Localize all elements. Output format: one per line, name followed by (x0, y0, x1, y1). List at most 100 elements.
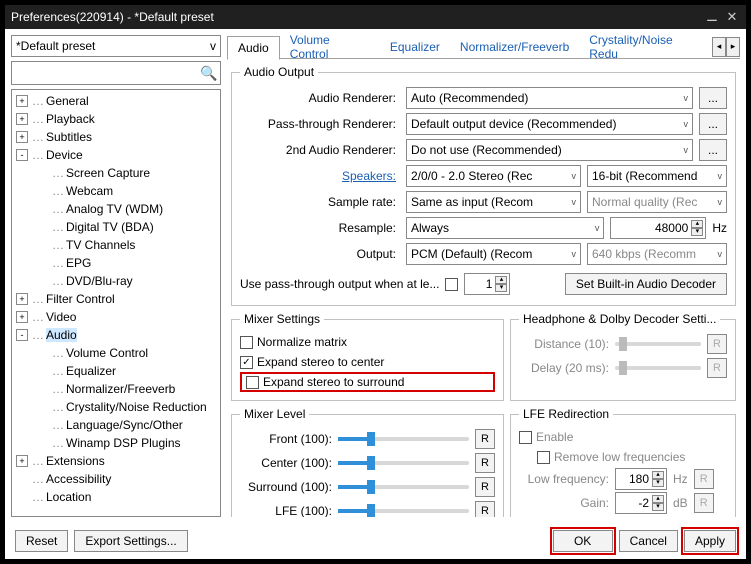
tree-item[interactable]: …Digital TV (BDA) (12, 218, 220, 236)
tree-item[interactable]: …Winamp DSP Plugins (12, 434, 220, 452)
ok-button[interactable]: OK (553, 530, 613, 552)
lowfreq-input[interactable]: 180▴▾ (615, 468, 667, 490)
right-pane: AudioVolume ControlEqualizerNormalizer/F… (227, 35, 740, 517)
tab-scroll-left[interactable]: ◂ (712, 37, 726, 57)
resample-unit: Hz (712, 221, 727, 235)
tree-item[interactable]: …Volume Control (12, 344, 220, 362)
tree-item[interactable]: +…General (12, 92, 220, 110)
passthru-more-button[interactable]: ... (699, 113, 727, 135)
tab-scroll-right[interactable]: ▸ (726, 37, 740, 57)
mixer-slider[interactable] (338, 509, 469, 513)
expand-center-checkbox[interactable]: ✓Expand stereo to center (240, 352, 495, 372)
distance-slider (615, 342, 701, 346)
renderer2-more-button[interactable]: ... (699, 139, 727, 161)
tab[interactable]: Normalizer/Freeverb (450, 35, 579, 59)
label-samplerate: Sample rate: (240, 195, 400, 209)
chevron-down-icon: v (210, 39, 216, 53)
tree-item[interactable]: +…Video (12, 308, 220, 326)
lfe-enable-checkbox[interactable]: Enable (519, 427, 727, 447)
tree-item[interactable]: …Location (12, 488, 220, 506)
search-input[interactable] (12, 63, 198, 83)
expand-surround-checkbox[interactable]: Expand stereo to surround (240, 372, 495, 392)
passthrough-count-input[interactable]: 1▴▾ (464, 273, 510, 295)
tree-item[interactable]: …Analog TV (WDM) (12, 200, 220, 218)
set-builtin-decoder-button[interactable]: Set Built-in Audio Decoder (565, 273, 727, 295)
normalize-matrix-checkbox[interactable]: Normalize matrix (240, 332, 495, 352)
select-resample[interactable]: Alwaysv (406, 217, 604, 239)
delay-label: Delay (20 ms): (519, 361, 609, 375)
lowfreq-label: Low frequency: (519, 472, 609, 486)
renderer-more-button[interactable]: ... (699, 87, 727, 109)
export-button[interactable]: Export Settings... (74, 530, 187, 552)
select-speakers[interactable]: 2/0/0 - 2.0 Stereo (Recv (406, 165, 581, 187)
tab[interactable]: Equalizer (380, 35, 450, 59)
search-icon: 🔍 (198, 65, 220, 82)
tree-item[interactable]: …Accessibility (12, 470, 220, 488)
tree-item[interactable]: +…Filter Control (12, 290, 220, 308)
tab[interactable]: Crystality/Noise Redu (579, 35, 712, 59)
close-icon[interactable]: ✕ (724, 9, 740, 25)
select-passthru[interactable]: Default output device (Recommended)v (406, 113, 693, 135)
tree-item[interactable]: -…Audio (12, 326, 220, 344)
tree-item[interactable]: …Crystality/Noise Reduction (12, 398, 220, 416)
tree-item[interactable]: …Screen Capture (12, 164, 220, 182)
mixer-reset-button[interactable]: R (475, 429, 495, 449)
passthrough-label: Use pass-through output when at le... (240, 277, 439, 291)
mixer-slider[interactable] (338, 437, 469, 441)
titlebar: Preferences(220914) - *Default preset ⚊ … (5, 5, 746, 29)
mixer-level-group: Mixer Level Front (100):RCenter (100):RS… (231, 407, 504, 517)
mixer-reset-button[interactable]: R (475, 477, 495, 497)
reset-button[interactable]: Reset (15, 530, 68, 552)
tree-item[interactable]: …Language/Sync/Other (12, 416, 220, 434)
label-output: Output: (240, 247, 400, 261)
tree-item[interactable]: +…Extensions (12, 452, 220, 470)
select-bitrate: 640 kbps (Recommv (587, 243, 727, 265)
label-resample: Resample: (240, 221, 400, 235)
category-tree[interactable]: +…General+…Playback+…Subtitles-…Device…S… (11, 89, 221, 517)
tree-item[interactable]: …EPG (12, 254, 220, 272)
tree-item[interactable]: …DVD/Blu-ray (12, 272, 220, 290)
tree-item[interactable]: -…Device (12, 146, 220, 164)
mixer-slider[interactable] (338, 461, 469, 465)
preset-value: *Default preset (16, 39, 95, 53)
tree-item[interactable]: +…Subtitles (12, 128, 220, 146)
lfe-remove-checkbox[interactable]: Remove low frequencies (519, 447, 727, 467)
tab[interactable]: Audio (227, 36, 280, 60)
audio-output-group: Audio Output Audio Renderer: Auto (Recom… (231, 65, 736, 306)
select-renderer2[interactable]: Do not use (Recommended)v (406, 139, 693, 161)
select-output[interactable]: PCM (Default) (Recomv (406, 243, 581, 265)
lowfreq-unit: Hz (673, 472, 688, 486)
label-renderer: Audio Renderer: (240, 91, 400, 105)
lfe-group: LFE Redirection Enable Remove low freque… (510, 407, 736, 517)
pin-icon[interactable]: ⚊ (704, 9, 720, 25)
select-samplerate[interactable]: Same as input (Recomv (406, 191, 581, 213)
cancel-button[interactable]: Cancel (619, 530, 678, 552)
select-renderer[interactable]: Auto (Recommended)v (406, 87, 693, 109)
tree-item[interactable]: …Equalizer (12, 362, 220, 380)
mixer-settings-group: Mixer Settings Normalize matrix ✓Expand … (231, 312, 504, 401)
search-box[interactable]: 🔍 (11, 61, 221, 85)
passthrough-checkbox[interactable] (445, 278, 458, 291)
preset-select[interactable]: *Default preset v (11, 35, 221, 57)
tree-item[interactable]: +…Playback (12, 110, 220, 128)
label-speakers: Speakers: (240, 169, 400, 183)
tree-item[interactable]: …Normalizer/Freeverb (12, 380, 220, 398)
tree-item[interactable]: …TV Channels (12, 236, 220, 254)
apply-button[interactable]: Apply (684, 530, 736, 552)
tree-item[interactable]: …Webcam (12, 182, 220, 200)
select-bitdepth[interactable]: 16-bit (Recommendv (587, 165, 727, 187)
gain-unit: dB (673, 496, 688, 510)
headphone-group: Headphone & Dolby Decoder Setti... Dista… (510, 312, 736, 401)
tab[interactable]: Volume Control (280, 35, 380, 59)
distance-reset-button: R (707, 334, 727, 354)
preferences-window: Preferences(220914) - *Default preset ⚊ … (4, 4, 747, 560)
gain-input[interactable]: -2▴▾ (615, 492, 667, 514)
label-passthru: Pass-through Renderer: (240, 117, 400, 131)
footer: Reset Export Settings... OK Cancel Apply (5, 523, 746, 559)
resample-freq-input[interactable]: 48000▴▾ (610, 217, 706, 239)
mixer-slider[interactable] (338, 485, 469, 489)
gain-label: Gain: (519, 496, 609, 510)
mixer-reset-button[interactable]: R (475, 501, 495, 517)
mixer-reset-button[interactable]: R (475, 453, 495, 473)
delay-reset-button: R (707, 358, 727, 378)
